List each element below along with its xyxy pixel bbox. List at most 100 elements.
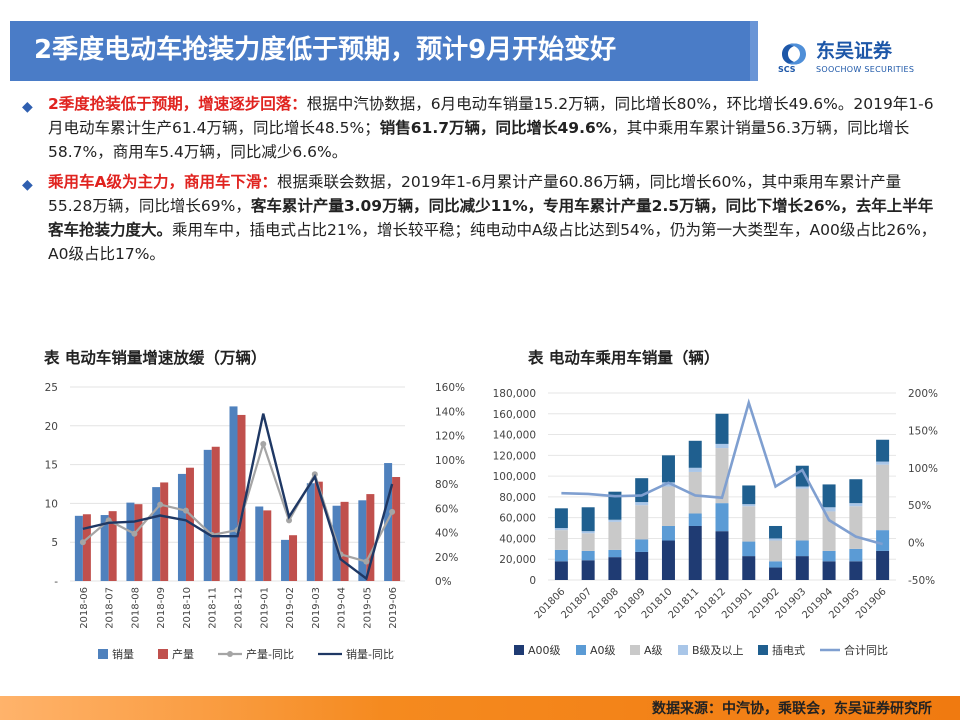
x-tick-label: 2018-09 (156, 587, 167, 629)
bullet-2-heading: 乘用车A级为主力，商用车下滑： (48, 173, 277, 191)
line-sales-yoy (82, 413, 394, 581)
point-production-yoy (131, 530, 138, 537)
bar-a00 (661, 540, 675, 580)
bar-production (366, 494, 375, 581)
legend-sales-swatch (98, 649, 108, 659)
bar-b-plus (795, 486, 809, 489)
y2-tick-label: 140% (435, 406, 465, 418)
x-tick-label: 2019-06 (388, 587, 399, 629)
bullet-2-text-b: 乘用车中，插电式占比21%，增长较平稳；纯电动中A级占比达到54%，仍为第一大类… (48, 221, 937, 263)
x-tick-label: 2018-10 (182, 587, 193, 629)
bar-a0 (661, 525, 675, 541)
bar-b-plus (822, 507, 836, 512)
bar-phev (661, 455, 675, 483)
bar-a0 (742, 541, 756, 557)
bullet-1-emphasis: 销售61.7万辆，同比增长49.6% (379, 119, 612, 137)
bar-a (608, 521, 622, 550)
x-tick-label: 2019-03 (311, 587, 322, 629)
legend-phev: 插电式 (772, 643, 805, 657)
bar-a (661, 486, 675, 526)
bar-sales (74, 515, 83, 581)
legend-a: A级 (644, 644, 663, 657)
legend-total-yoy: 合计同比 (844, 643, 888, 657)
bar-b-plus (876, 461, 890, 465)
logo-mark-text: SCS (778, 65, 796, 74)
x-tick-label: 2019-04 (337, 587, 348, 629)
bar-a00 (715, 531, 729, 580)
y-tick-label: 140,000 (493, 430, 536, 442)
bar-a (876, 464, 890, 531)
bar-phev (769, 525, 783, 539)
bar-phev (742, 485, 756, 505)
bar-b-plus (849, 503, 863, 507)
bar-a (581, 533, 595, 551)
bar-a0 (876, 530, 890, 551)
point-production-yoy (286, 517, 293, 524)
bar-phev (554, 508, 568, 529)
bar-sales (255, 506, 264, 581)
legend-sales: 销量 (112, 647, 134, 661)
y-tick-label: 20,000 (499, 554, 536, 566)
x-tick-label: 2019-05 (362, 587, 373, 629)
bar-a0 (635, 539, 649, 552)
y2-tick-label: 40% (435, 528, 458, 540)
bar-b-plus (581, 531, 595, 534)
legend-b-plus: B级及以上 (692, 644, 744, 657)
bar-phev (822, 484, 836, 508)
bar-sales (281, 539, 290, 581)
point-production-yoy (389, 508, 396, 515)
bullet-item-2: ◆ 乘用车A级为主力，商用车下滑：根据乘联会数据，2019年1-6月累计产量60… (20, 170, 940, 266)
bullet-list: ◆ 2季度抢装低于预期，增速逐步回落：根据中汽协数据，6月电动车销量15.2万辆… (20, 92, 940, 272)
bar-b-plus (661, 482, 675, 487)
bar-b-plus (635, 502, 649, 506)
legend-production: 产量 (172, 647, 194, 661)
y2-tick-label: 60% (435, 503, 458, 515)
bar-a00 (849, 561, 863, 580)
point-production-yoy (182, 507, 189, 514)
bar-b-plus (688, 467, 702, 472)
bar-production (82, 514, 91, 581)
bar-production (134, 504, 143, 581)
legend-phev-swatch (758, 645, 768, 655)
bar-a00 (876, 550, 890, 580)
bar-sales (152, 487, 161, 581)
point-production-yoy (79, 539, 86, 546)
bar-b-plus (769, 538, 783, 541)
bar-a0 (608, 549, 622, 558)
bar-production (108, 511, 117, 581)
x-tick-label: 2018-08 (130, 587, 141, 629)
bar-sales (358, 500, 367, 581)
bar-sales (306, 483, 315, 581)
y2-tick-label: 150% (908, 425, 938, 437)
bar-a00 (688, 525, 702, 580)
bar-phev (715, 413, 729, 444)
y-tick-label: 160,000 (493, 409, 536, 421)
legend-sales-yoy: 销量-同比 (346, 647, 394, 661)
y-tick-label: 20 (45, 421, 58, 433)
x-tick-label: 2018-07 (105, 587, 116, 629)
bar-a00 (795, 556, 809, 580)
bar-a0 (849, 548, 863, 562)
bar-production (289, 535, 298, 581)
bar-a0 (688, 513, 702, 526)
point-production-yoy (311, 471, 318, 478)
x-tick-label: 2019-02 (285, 587, 296, 629)
y-tick-label: 0 (529, 575, 536, 587)
bar-a00 (822, 561, 836, 580)
legend-production-yoy: 产量-同比 (246, 647, 294, 661)
y2-tick-label: 50% (908, 500, 931, 512)
bar-production (185, 467, 194, 581)
bar-a00 (635, 551, 649, 580)
bar-phev (849, 479, 863, 504)
bar-production (160, 482, 169, 581)
bar-a (635, 505, 649, 540)
x-tick-label: 2018-06 (79, 587, 90, 629)
bar-sales (384, 463, 393, 581)
bar-a00 (581, 560, 595, 580)
bar-b-plus (715, 443, 729, 449)
bar-sales (203, 449, 212, 581)
bar-a0 (554, 549, 568, 562)
bar-phev (688, 440, 702, 468)
y2-tick-label: 0% (435, 576, 452, 588)
logo-name-cn: 东吴证券 (816, 40, 893, 62)
